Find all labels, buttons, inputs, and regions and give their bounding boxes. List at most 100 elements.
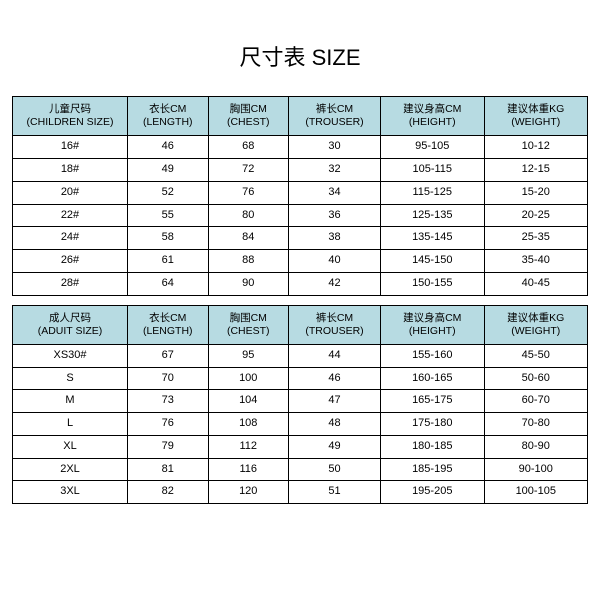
- table-cell: 64: [128, 272, 209, 295]
- table-cell: 100-105: [484, 481, 588, 504]
- table-row: XL7911249180-18580-90: [13, 435, 588, 458]
- table-cell: 49: [128, 159, 209, 182]
- table-cell: 44: [289, 344, 381, 367]
- table-cell: 58: [128, 227, 209, 250]
- table-cell: 95: [208, 344, 289, 367]
- column-header-zh: 衣长CM: [130, 312, 206, 325]
- column-header-en: (TROUSER): [291, 325, 378, 338]
- table-cell: M: [13, 390, 128, 413]
- table-cell: 112: [208, 435, 289, 458]
- column-header-zh: 衣长CM: [130, 103, 206, 116]
- column-header: 建议体重KG(WEIGHT): [484, 305, 588, 344]
- table-cell: 82: [128, 481, 209, 504]
- table-cell: 88: [208, 250, 289, 273]
- table-cell: 32: [289, 159, 381, 182]
- table-cell: XL: [13, 435, 128, 458]
- column-header: 建议身高CM(HEIGHT): [381, 97, 485, 136]
- table-row: 16#46683095-10510-12: [13, 136, 588, 159]
- section-spacer: [13, 295, 588, 305]
- table-cell: 108: [208, 413, 289, 436]
- table-cell: 95-105: [381, 136, 485, 159]
- table-cell: 2XL: [13, 458, 128, 481]
- table-cell: 116: [208, 458, 289, 481]
- table-cell: 46: [128, 136, 209, 159]
- table-cell: 49: [289, 435, 381, 458]
- table-cell: 150-155: [381, 272, 485, 295]
- column-header: 胸围CM(CHEST): [208, 305, 289, 344]
- column-header-en: (LENGTH): [130, 116, 206, 129]
- table-cell: 67: [128, 344, 209, 367]
- table-cell: 195-205: [381, 481, 485, 504]
- table-cell: 28#: [13, 272, 128, 295]
- table-row: XS30#679544155-16045-50: [13, 344, 588, 367]
- column-header-zh: 胸围CM: [211, 103, 287, 116]
- column-header-en: (WEIGHT): [487, 325, 586, 338]
- table-cell: 90: [208, 272, 289, 295]
- column-header: 建议身高CM(HEIGHT): [381, 305, 485, 344]
- table-cell: 70-80: [484, 413, 588, 436]
- size-table: 儿童尺码(CHILDREN SIZE)衣长CM(LENGTH)胸围CM(CHES…: [12, 96, 588, 504]
- table-cell: L: [13, 413, 128, 436]
- table-cell: 30: [289, 136, 381, 159]
- column-header-en: (HEIGHT): [383, 325, 482, 338]
- column-header-en: (HEIGHT): [383, 116, 482, 129]
- column-header-zh: 建议体重KG: [487, 103, 586, 116]
- table-cell: 20-25: [484, 204, 588, 227]
- table-cell: 80-90: [484, 435, 588, 458]
- table-cell: S: [13, 367, 128, 390]
- column-header: 裤长CM(TROUSER): [289, 97, 381, 136]
- page-title: 尺寸表 SIZE: [12, 40, 588, 72]
- table-cell: 50: [289, 458, 381, 481]
- table-cell: 70: [128, 367, 209, 390]
- table-cell: 18#: [13, 159, 128, 182]
- column-header-en: (CHILDREN SIZE): [15, 116, 125, 129]
- table-cell: 125-135: [381, 204, 485, 227]
- column-header-en: (WEIGHT): [487, 116, 586, 129]
- table-row: 3XL8212051195-205100-105: [13, 481, 588, 504]
- column-header-zh: 建议体重KG: [487, 312, 586, 325]
- table-cell: 24#: [13, 227, 128, 250]
- table-cell: 105-115: [381, 159, 485, 182]
- column-header-zh: 裤长CM: [291, 312, 378, 325]
- column-header: 成人尺码(ADUIT SIZE): [13, 305, 128, 344]
- column-header-en: (TROUSER): [291, 116, 378, 129]
- table-cell: 180-185: [381, 435, 485, 458]
- table-cell: 51: [289, 481, 381, 504]
- table-cell: 90-100: [484, 458, 588, 481]
- column-header-en: (CHEST): [211, 325, 287, 338]
- table-row: 18#497232105-11512-15: [13, 159, 588, 182]
- table-cell: 10-12: [484, 136, 588, 159]
- table-cell: 52: [128, 181, 209, 204]
- table-cell: 73: [128, 390, 209, 413]
- table-row: 26#618840145-15035-40: [13, 250, 588, 273]
- table-cell: 40-45: [484, 272, 588, 295]
- table-cell: XS30#: [13, 344, 128, 367]
- table-cell: 26#: [13, 250, 128, 273]
- table-cell: 47: [289, 390, 381, 413]
- table-cell: 40: [289, 250, 381, 273]
- table-cell: 104: [208, 390, 289, 413]
- table-cell: 61: [128, 250, 209, 273]
- column-header: 建议体重KG(WEIGHT): [484, 97, 588, 136]
- table-cell: 22#: [13, 204, 128, 227]
- adult-header-row: 成人尺码(ADUIT SIZE)衣长CM(LENGTH)胸围CM(CHEST)裤…: [13, 305, 588, 344]
- column-header: 衣长CM(LENGTH): [128, 97, 209, 136]
- table-cell: 35-40: [484, 250, 588, 273]
- table-cell: 155-160: [381, 344, 485, 367]
- column-header-zh: 建议身高CM: [383, 103, 482, 116]
- table-cell: 185-195: [381, 458, 485, 481]
- column-header: 胸围CM(CHEST): [208, 97, 289, 136]
- table-cell: 160-165: [381, 367, 485, 390]
- table-cell: 15-20: [484, 181, 588, 204]
- table-cell: 72: [208, 159, 289, 182]
- table-cell: 135-145: [381, 227, 485, 250]
- table-row: 28#649042150-15540-45: [13, 272, 588, 295]
- table-cell: 36: [289, 204, 381, 227]
- column-header: 儿童尺码(CHILDREN SIZE): [13, 97, 128, 136]
- column-header-zh: 成人尺码: [15, 312, 125, 325]
- table-cell: 81: [128, 458, 209, 481]
- table-cell: 79: [128, 435, 209, 458]
- column-header: 裤长CM(TROUSER): [289, 305, 381, 344]
- table-row: M7310447165-17560-70: [13, 390, 588, 413]
- table-cell: 84: [208, 227, 289, 250]
